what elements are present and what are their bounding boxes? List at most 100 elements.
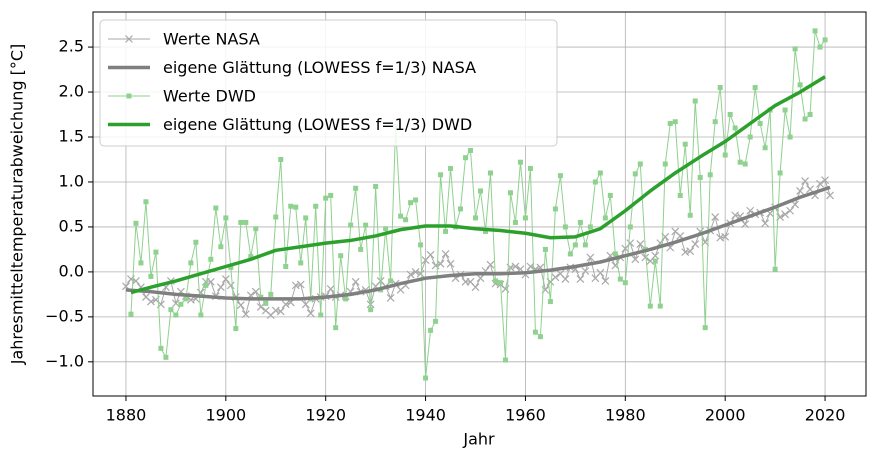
marker xyxy=(747,134,753,140)
marker xyxy=(826,191,834,200)
marker xyxy=(428,327,434,333)
series xyxy=(125,185,831,301)
y-tick-label: −0.5 xyxy=(45,306,84,325)
marker xyxy=(787,134,793,140)
marker xyxy=(406,270,415,279)
x-tick-label: 1880 xyxy=(106,406,147,425)
marker xyxy=(627,224,633,230)
marker xyxy=(256,303,265,311)
marker xyxy=(301,300,310,309)
marker xyxy=(596,268,605,277)
marker xyxy=(561,275,570,284)
marker xyxy=(253,226,259,232)
marker xyxy=(223,215,229,221)
marker xyxy=(711,213,720,221)
marker xyxy=(398,213,404,219)
marker xyxy=(188,260,194,266)
marker xyxy=(686,247,695,256)
marker xyxy=(348,222,354,228)
marker xyxy=(226,281,235,290)
marker xyxy=(251,287,260,296)
legend-label: eigene Glättung (LOWESS f=1/3) DWD xyxy=(163,115,472,134)
y-axis-label: Jahresmitteltemperaturabweichung [°C] xyxy=(8,44,27,365)
marker xyxy=(138,260,144,266)
marker xyxy=(386,294,395,302)
x-tick-label: 1980 xyxy=(605,406,646,425)
marker xyxy=(817,44,823,50)
plot-frame xyxy=(92,11,867,397)
marker xyxy=(438,172,444,178)
marker xyxy=(492,278,498,284)
marker xyxy=(601,276,610,285)
marker xyxy=(551,273,560,282)
marker xyxy=(128,311,134,317)
marker xyxy=(408,200,414,206)
marker xyxy=(468,147,474,153)
marker xyxy=(777,170,783,176)
marker xyxy=(433,318,439,324)
marker xyxy=(762,145,768,151)
marker xyxy=(752,85,758,91)
marker xyxy=(283,264,289,270)
marker xyxy=(597,170,603,176)
marker xyxy=(476,274,485,283)
marker xyxy=(238,219,244,225)
marker xyxy=(631,255,640,264)
marker xyxy=(441,249,450,258)
marker xyxy=(547,299,553,305)
marker xyxy=(807,112,813,118)
marker xyxy=(802,116,808,122)
marker xyxy=(363,222,369,228)
marker xyxy=(567,251,573,257)
marker xyxy=(268,291,274,297)
marker xyxy=(293,204,299,210)
marker xyxy=(423,375,429,381)
marker xyxy=(552,206,558,212)
marker xyxy=(602,215,608,221)
marker xyxy=(522,215,528,221)
marker xyxy=(582,242,588,248)
marker xyxy=(446,259,455,268)
marker xyxy=(178,301,184,307)
marker xyxy=(273,214,279,220)
marker xyxy=(473,215,479,221)
marker xyxy=(581,267,590,275)
marker xyxy=(511,262,520,271)
marker xyxy=(126,93,132,99)
y-tick-label: 1.0 xyxy=(59,171,84,190)
marker xyxy=(318,312,324,318)
marker xyxy=(651,251,660,260)
marker xyxy=(797,82,803,88)
marker xyxy=(203,282,209,288)
marker xyxy=(333,325,339,331)
marker xyxy=(216,283,225,292)
marker xyxy=(557,173,563,179)
marker xyxy=(326,285,335,293)
series-line xyxy=(125,179,831,316)
marker xyxy=(288,203,294,209)
marker xyxy=(343,296,349,302)
marker xyxy=(812,28,818,34)
marker xyxy=(647,303,653,309)
x-tick-label: 2020 xyxy=(805,406,846,425)
marker xyxy=(741,220,750,229)
marker xyxy=(298,260,304,266)
marker xyxy=(248,254,254,260)
marker xyxy=(572,242,578,248)
marker xyxy=(691,240,700,248)
series xyxy=(130,75,826,295)
marker xyxy=(692,98,698,104)
marker xyxy=(497,280,503,286)
marker xyxy=(612,251,618,257)
marker xyxy=(672,119,678,125)
marker xyxy=(562,224,568,230)
marker xyxy=(413,197,419,203)
marker xyxy=(486,260,495,269)
marker xyxy=(657,303,663,309)
marker xyxy=(772,266,778,272)
marker xyxy=(143,199,149,205)
marker xyxy=(677,192,683,198)
marker xyxy=(746,206,755,215)
marker xyxy=(426,250,435,259)
